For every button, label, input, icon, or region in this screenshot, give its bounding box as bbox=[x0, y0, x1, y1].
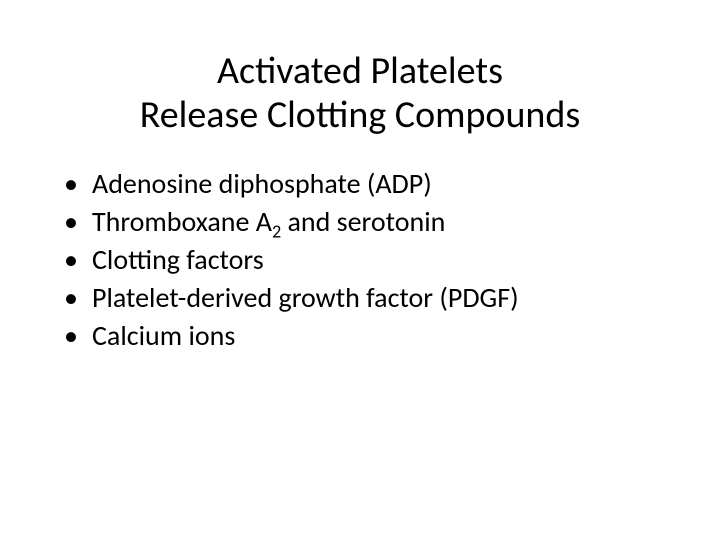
list-item: Thromboxane A2 and serotonin bbox=[64, 203, 680, 241]
bullet-list: Adenosine diphosphate (ADP) Thromboxane … bbox=[40, 165, 680, 354]
list-item: Calcium ions bbox=[64, 317, 680, 355]
bullet-text-post: and serotonin bbox=[281, 204, 445, 239]
list-item: Adenosine diphosphate (ADP) bbox=[64, 165, 680, 203]
title-line-2: Release Clotting Compounds bbox=[140, 92, 580, 138]
list-item: Clotting factors bbox=[64, 241, 680, 279]
bullet-text: Adenosine diphosphate (ADP) bbox=[92, 166, 432, 201]
list-item: Platelet-derived growth factor (PDGF) bbox=[64, 279, 680, 317]
title-line-1: Activated Platelets bbox=[217, 48, 503, 94]
slide: Activated Platelets Release Clotting Com… bbox=[0, 0, 720, 540]
slide-title: Activated Platelets Release Clotting Com… bbox=[40, 50, 680, 137]
subscript: 2 bbox=[272, 221, 281, 243]
bullet-text: Platelet-derived growth factor (PDGF) bbox=[92, 280, 519, 315]
bullet-text: Calcium ions bbox=[92, 318, 235, 353]
bullet-text-pre: Thromboxane A bbox=[92, 204, 272, 239]
bullet-text: Clotting factors bbox=[92, 242, 264, 277]
